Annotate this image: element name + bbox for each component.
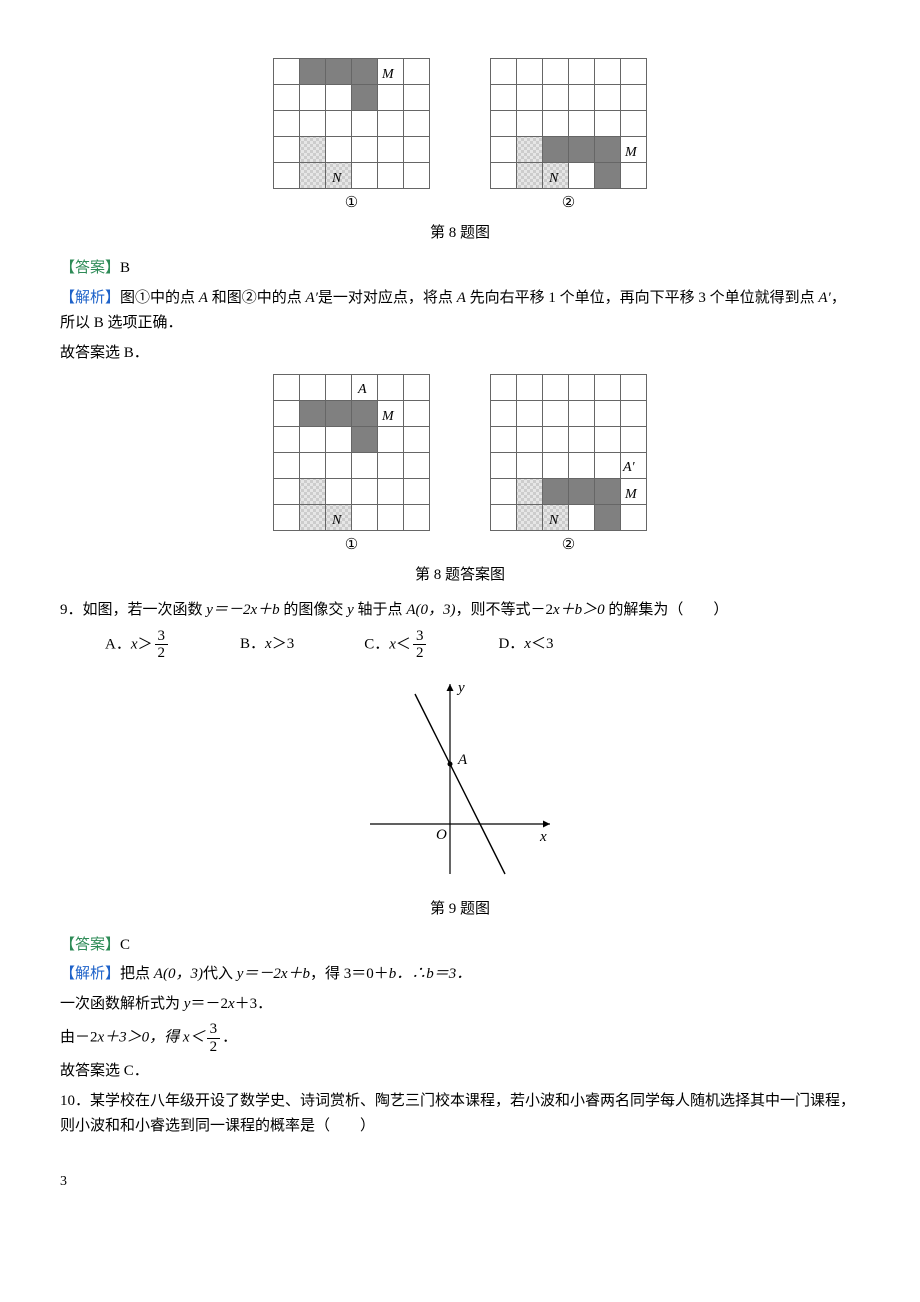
explain-label: 【解析】	[60, 290, 120, 306]
explain-label: 【解析】	[60, 966, 120, 982]
q8-grid-1: M N	[273, 58, 430, 189]
q10-number: 10．	[60, 1093, 90, 1109]
q9-stem: 9．如图，若一次函数 y＝－2x＋b 的图像交 y 轴于点 A(0，3)，则不等…	[60, 598, 860, 624]
q9-explain-4: 故答案选 C．	[60, 1059, 860, 1085]
q9-options: A．x＞32 B．x＞3 C．x＜32 D．x＜3	[105, 628, 860, 662]
q8-explain-text-1: 图①中的点 A 和图②中的点 A′是一对对应点，将点 A 先向右平移 1 个单位…	[60, 290, 846, 332]
line-graph	[415, 694, 505, 874]
q8-answer-line: 【答案】B	[60, 256, 860, 282]
q9-answer-line: 【答案】C	[60, 933, 860, 959]
answer-label: 【答案】	[60, 937, 120, 953]
q9-eq1: y＝－2x＋b	[206, 602, 279, 618]
q9-number: 9．	[60, 602, 83, 618]
q9-explain-3: 由－2x＋3＞0，得 x＜32．	[60, 1021, 860, 1055]
label-A: A	[358, 378, 367, 402]
q8-explain-1: 【解析】图①中的点 A 和图②中的点 A′是一对对应点，将点 A 先向右平移 1…	[60, 286, 860, 337]
label-M: M	[382, 63, 394, 87]
q8-grid-2: M N	[490, 58, 647, 189]
q9-option-A: A．x＞32	[105, 628, 170, 662]
circled-2-ans: ②	[490, 533, 647, 559]
q8-figure-row: M N ① M N ②	[60, 58, 860, 217]
label-M: M	[625, 141, 637, 165]
q10-stem: 10．某学校在八年级开设了数学史、诗词赏析、陶艺三门校本课程，若小波和小睿两名同…	[60, 1089, 860, 1140]
label-N: N	[332, 509, 341, 533]
q8-fig1: M N ①	[273, 58, 430, 217]
q9-option-D: D．x＜3	[498, 632, 553, 658]
label-A: A	[457, 752, 468, 768]
q8-ans-grid-1: A M N	[273, 374, 430, 531]
label-N: N	[549, 167, 558, 191]
q9-option-C: C．x＜32	[364, 628, 428, 662]
q9-answer: C	[120, 937, 130, 953]
q9-graph: A O x y	[360, 674, 560, 884]
q9-explain-1: 【解析】把点 A(0，3)代入 y＝－2x＋b，得 3＝0＋b．∴b＝3．	[60, 962, 860, 988]
q10-text: 某学校在八年级开设了数学史、诗词赏析、陶艺三门校本课程，若小波和小睿两名同学每人…	[60, 1093, 855, 1135]
label-O: O	[436, 827, 447, 843]
label-M: M	[625, 483, 637, 507]
q8-ans-fig1: A M N ①	[273, 374, 430, 559]
q8-fig2: M N ②	[490, 58, 647, 217]
q8-ans-caption: 第 8 题答案图	[60, 563, 860, 589]
q9-caption: 第 9 题图	[60, 897, 860, 923]
q8-explain-2: 故答案选 B．	[60, 341, 860, 367]
q8-caption: 第 8 题图	[60, 221, 860, 247]
label-y: y	[456, 680, 465, 696]
q9-option-B: B．x＞3	[240, 632, 294, 658]
label-N: N	[332, 167, 341, 191]
circled-2: ②	[490, 191, 647, 217]
q8-answer: B	[120, 260, 130, 276]
q9-explain-2: 一次函数解析式为 y＝－2x＋3．	[60, 992, 860, 1018]
q8-ans-figure-row: A M N ① A′ M N ②	[60, 374, 860, 559]
q8-ans-grid-2: A′ M N	[490, 374, 647, 531]
label-x: x	[539, 829, 547, 845]
q8-ans-fig2: A′ M N ②	[490, 374, 647, 559]
label-N: N	[549, 509, 558, 533]
label-A-prime: A′	[623, 456, 635, 480]
page-number: 3	[60, 1170, 860, 1194]
answer-label: 【答案】	[60, 260, 120, 276]
circled-1: ①	[273, 191, 430, 217]
label-M: M	[382, 405, 394, 429]
q9-graph-wrap: A O x y	[60, 674, 860, 894]
circled-1-ans: ①	[273, 533, 430, 559]
point-A	[448, 761, 453, 766]
